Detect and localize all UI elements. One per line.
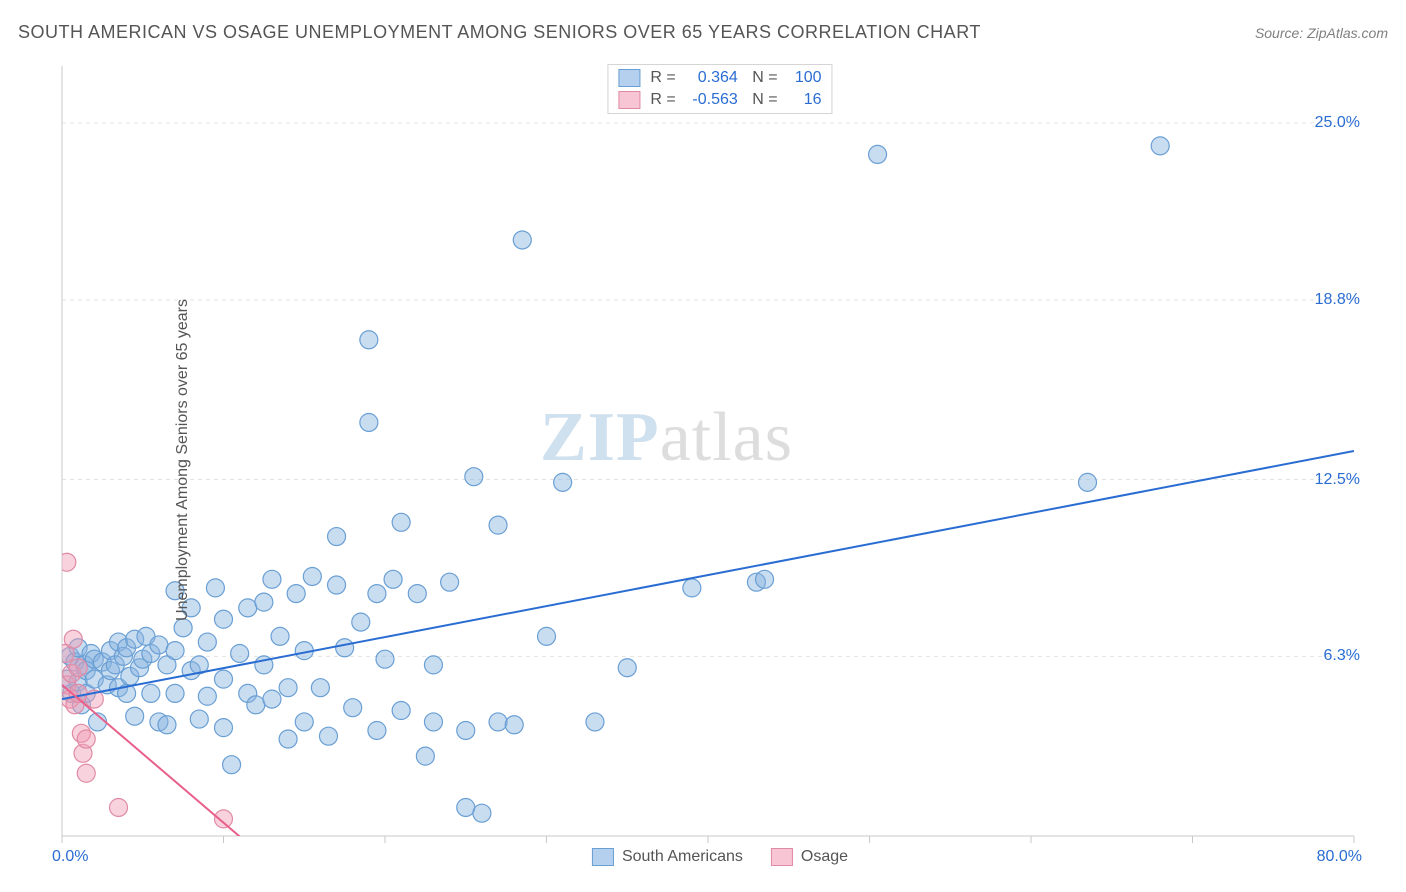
y-tick-label: 12.5% [1315,471,1360,489]
legend-row-osage: R = -0.563 N = 16 [608,89,831,111]
legend-r-label: R = [650,89,675,111]
legend-item-osage: Osage [771,848,848,866]
legend-label: Osage [801,848,848,866]
page-title: SOUTH AMERICAN VS OSAGE UNEMPLOYMENT AMO… [18,22,981,43]
x-axis-max-label: 80.0% [1317,848,1362,866]
legend-n-value: 100 [788,67,822,89]
y-tick-label: 6.3% [1324,647,1360,665]
swatch-pink-icon [771,848,793,866]
series-legend: South Americans Osage [592,848,848,866]
legend-r-label: R = [650,67,675,89]
legend-n-label: N = [748,67,778,89]
legend-r-value: 0.364 [686,67,738,89]
x-axis-min-label: 0.0% [52,848,88,866]
correlation-legend: R = 0.364 N = 100 R = -0.563 N = 16 [607,64,832,114]
swatch-blue-icon [618,69,640,87]
swatch-blue-icon [592,848,614,866]
scatter-plot-svg [50,60,1390,860]
legend-item-south-americans: South Americans [592,848,743,866]
legend-r-value: -0.563 [686,89,738,111]
y-tick-label: 25.0% [1315,114,1360,132]
legend-n-label: N = [748,89,778,111]
source-attribution: Source: ZipAtlas.com [1255,25,1388,41]
y-tick-label: 18.8% [1315,291,1360,309]
legend-label: South Americans [622,848,743,866]
y-axis-label: Unemployment Among Seniors over 65 years [174,299,192,621]
legend-row-south-americans: R = 0.364 N = 100 [608,67,831,89]
legend-n-value: 16 [788,89,822,111]
correlation-chart: Unemployment Among Seniors over 65 years… [50,60,1390,860]
swatch-pink-icon [618,91,640,109]
